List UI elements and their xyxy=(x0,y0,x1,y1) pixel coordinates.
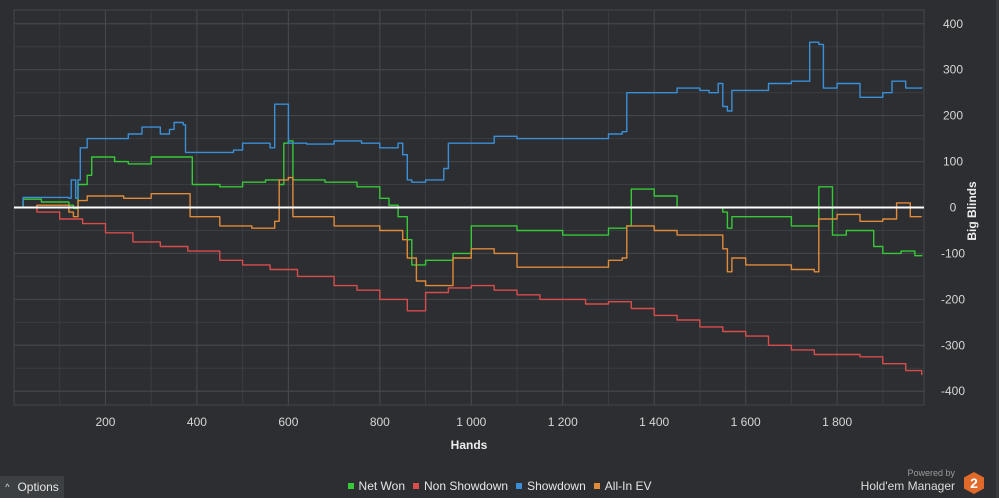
series-all-in-ev xyxy=(14,176,922,287)
series-showdown xyxy=(14,41,923,209)
legend-swatch xyxy=(413,483,419,489)
y-axis-title: Big Blinds xyxy=(965,181,979,241)
legend-label: Net Won xyxy=(358,479,405,493)
x-tick-label: 1 000 xyxy=(456,415,486,429)
options-button[interactable]: ^ Options xyxy=(0,476,64,498)
options-label: Options xyxy=(17,480,59,494)
x-tick-label: 400 xyxy=(187,415,207,429)
brand-logo-icon: 2 xyxy=(964,472,984,494)
chevron-up-icon: ^ xyxy=(5,482,10,492)
legend: Net Won Non Showdown Showdown All-In EV xyxy=(0,478,999,493)
y-tick-label: 100 xyxy=(943,155,963,169)
legend-item[interactable]: Net Won xyxy=(347,479,405,493)
y-tick-label: -100 xyxy=(941,246,965,260)
legend-label: Non Showdown xyxy=(424,479,509,493)
legend-swatch xyxy=(347,483,354,489)
powered-by-label: Powered by xyxy=(907,468,955,478)
x-tick-label: 200 xyxy=(95,415,115,429)
legend-item[interactable]: Showdown xyxy=(516,479,586,493)
legend-label: Showdown xyxy=(527,479,586,493)
y-axis-ticks: 400 300 200 100 0 -100 -200 -300 -400 xyxy=(941,17,965,398)
x-axis-ticks: 200 400 600 800 1 000 1 200 1 400 1 600 1 800 xyxy=(95,415,852,429)
series-lines xyxy=(14,41,923,376)
y-tick-label: -300 xyxy=(941,338,965,352)
brand-name: Hold'em Manager xyxy=(860,479,955,493)
x-tick-label: 1 600 xyxy=(731,415,761,429)
brand: Powered by Hold'em Manager 2 xyxy=(845,468,985,496)
y-tick-label: -400 xyxy=(941,384,965,398)
x-tick-label: 1 800 xyxy=(822,415,852,429)
legend-swatch xyxy=(593,483,600,489)
right-edge-panel xyxy=(996,0,999,498)
y-tick-label: 400 xyxy=(943,17,963,31)
y-tick-label: 200 xyxy=(943,109,963,123)
legend-label: All-In EV xyxy=(604,479,652,493)
x-tick-label: 600 xyxy=(278,415,298,429)
series-net-won xyxy=(14,140,923,266)
brand-logo-number: 2 xyxy=(970,475,978,491)
x-tick-label: 800 xyxy=(370,415,390,429)
x-axis-title: Hands xyxy=(451,438,488,452)
y-tick-label: 300 xyxy=(943,63,963,77)
legend-swatch xyxy=(516,483,523,489)
y-tick-label: 0 xyxy=(950,201,957,215)
series-non-showdown xyxy=(14,206,923,376)
y-tick-label: -200 xyxy=(941,292,965,306)
x-tick-label: 1 400 xyxy=(639,415,669,429)
legend-item[interactable]: Non Showdown xyxy=(413,479,508,493)
legend-item[interactable]: All-In EV xyxy=(593,479,652,493)
x-tick-label: 1 200 xyxy=(548,415,578,429)
